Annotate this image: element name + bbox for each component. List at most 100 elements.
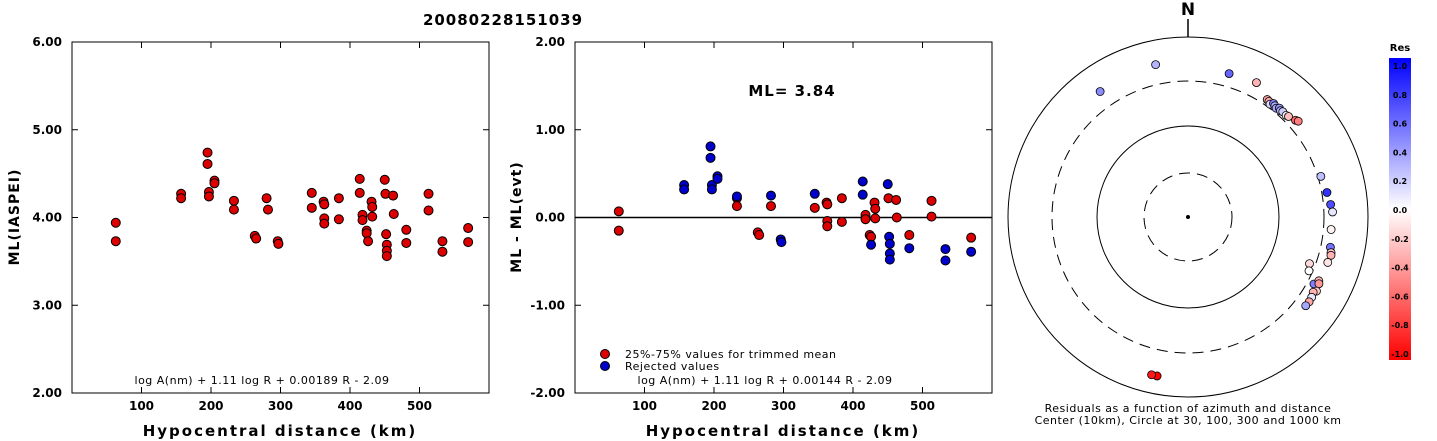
rejected-point [712, 173, 723, 184]
y-tick-label: 2.00 [32, 386, 62, 400]
x-tick-label: 300 [771, 399, 796, 413]
x-axis-label: Hypocentral distance (km) [646, 422, 921, 440]
rejected-point [776, 237, 787, 248]
data-point [228, 204, 239, 215]
colorbar-tick-label: -0.2 [1391, 235, 1409, 244]
trimmed-point [754, 230, 765, 241]
figure-title: 20080228151039 [423, 11, 583, 29]
formula-label: log A(nm) + 1.11 log R + 0.00189 R - 2.0… [135, 374, 390, 387]
trimmed-point [765, 201, 776, 212]
data-point [463, 237, 474, 248]
rejected-point [705, 141, 716, 152]
rejected-point [884, 254, 895, 265]
ml-annotation: ML= 3.84 [748, 82, 835, 100]
y-axis-label: ML(IASPEI) [7, 169, 23, 266]
trimmed-point [613, 225, 624, 236]
y-tick-label: 2.00 [535, 35, 565, 49]
rejected-point [884, 238, 895, 249]
rejected-point [940, 255, 951, 266]
trimmed-point [731, 201, 742, 212]
polar-caption-line2: Center (10km), Circle at 30, 100, 300 an… [1035, 414, 1342, 427]
colorbar-tick-label: -0.6 [1391, 292, 1409, 301]
station-point [1316, 171, 1326, 181]
colorbar-tick-label: 1.0 [1393, 62, 1408, 71]
station-point [1328, 207, 1337, 217]
colorbar-tick-label: 0.6 [1393, 120, 1408, 129]
data-point [379, 174, 390, 185]
data-point [110, 217, 121, 228]
station-point [1314, 279, 1324, 289]
data-point [401, 224, 412, 235]
trimmed-point [836, 193, 847, 204]
ring-300km [1051, 80, 1325, 354]
colorbar-ticks: 1.0 0.8 0.6 0.4 0.2 0.0 -0.2 -0.4 -0.6 -0.8 -1.0 [1391, 62, 1409, 359]
trimmed-point [870, 203, 881, 214]
data-point [333, 193, 344, 204]
rejected-point [940, 244, 951, 255]
data-point [203, 191, 214, 202]
y-tick-label: 5.00 [32, 123, 62, 137]
y-tick-label: 0.00 [535, 211, 565, 225]
colorbar-tick-label: 0.8 [1393, 91, 1408, 100]
rejected-point [857, 189, 868, 200]
data-point [202, 158, 213, 169]
data-point [273, 238, 284, 249]
data-point [367, 211, 378, 222]
data-point [401, 237, 412, 248]
residual-vs-distance-chart: 100 200 300 400 500 -2.00 -1.00 0.00 1.00 2.00 ML… [509, 35, 993, 440]
trimmed-point [891, 194, 902, 205]
data-points [613, 141, 977, 266]
station-point [1322, 188, 1332, 197]
azimuth-residual-plot: N Residuals as a function of azimuth and… [1007, 0, 1369, 427]
north-label: N [1181, 0, 1195, 20]
x-tick-label: 500 [910, 399, 935, 413]
plot-frame [71, 41, 490, 394]
station-point [1147, 370, 1156, 380]
trimmed-point [613, 206, 624, 217]
rejected-point [904, 243, 915, 254]
data-point [333, 214, 344, 225]
rejected-point [809, 188, 820, 199]
trimmed-point [966, 232, 977, 243]
data-point [209, 178, 220, 189]
legend-marker-blue [600, 361, 610, 371]
data-point [262, 204, 273, 215]
trimmed-point [822, 199, 833, 210]
legend-marker-red [600, 349, 610, 359]
station-point [1095, 87, 1105, 96]
x-tick-label: 400 [337, 399, 362, 413]
rejected-point [882, 179, 893, 190]
data-point [423, 205, 434, 216]
center-marker [1186, 215, 1190, 219]
data-point [251, 233, 262, 244]
rejected-point [866, 239, 877, 250]
x-tick-label: 100 [632, 399, 657, 413]
station-point [1151, 60, 1161, 70]
data-point [437, 246, 448, 257]
data-point [463, 223, 474, 234]
data-point [228, 195, 239, 206]
y-tick-label: -1.00 [530, 298, 565, 312]
axis-ticks: 100 200 300 400 500 -2.00 -1.00 0.00 1.00 2.00 [530, 35, 992, 413]
polar-caption-line1: Residuals as a function of azimuth and d… [1045, 402, 1332, 415]
station-point [1323, 258, 1333, 267]
trimmed-point [904, 230, 915, 241]
station-point [1224, 69, 1234, 79]
station-point [1326, 225, 1336, 234]
data-point [261, 193, 272, 204]
data-point [423, 188, 434, 199]
data-points [110, 147, 474, 262]
rejected-point [857, 176, 868, 187]
y-tick-label: 6.00 [32, 35, 62, 49]
y-axis-label: ML - ML(evt) [509, 161, 525, 272]
trimmed-point [926, 195, 937, 206]
ml-vs-distance-chart: 100 200 300 400 500 2.00 3.00 4.00 5.00 6.00 ML(I… [7, 35, 490, 440]
data-point [363, 236, 374, 247]
colorbar-title: Res [1390, 43, 1410, 54]
trimmed-point [870, 213, 881, 224]
data-point [306, 202, 317, 213]
data-point [381, 229, 392, 240]
ring-100km [1096, 125, 1280, 309]
x-tick-label: 300 [268, 399, 293, 413]
x-tick-label: 100 [129, 399, 154, 413]
